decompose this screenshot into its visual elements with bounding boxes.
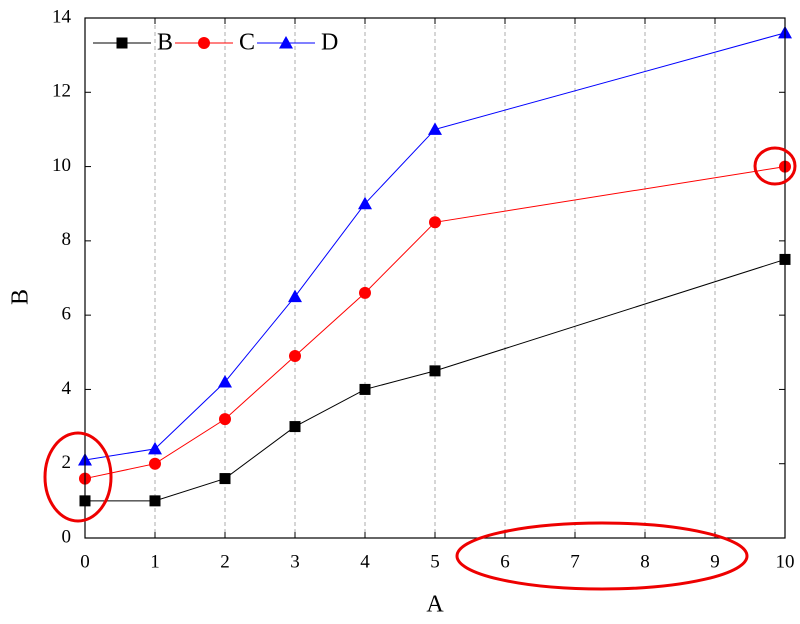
marker: [359, 383, 371, 395]
x-tick-label: 3: [290, 551, 300, 572]
marker: [359, 286, 371, 299]
x-tick-label: 0: [80, 551, 90, 572]
legend-label: B: [157, 30, 173, 56]
x-tick-label: 7: [570, 551, 580, 572]
marker: [289, 421, 301, 433]
series-line: [85, 258, 786, 502]
marker: [428, 122, 442, 135]
highlight-ellipse: [753, 146, 797, 186]
y-axis-label: B: [8, 289, 34, 305]
highlight-ellipse: [43, 431, 113, 523]
marker: [218, 375, 232, 388]
x-tick-label: 4: [360, 551, 370, 572]
y-tick-label: 2: [62, 452, 72, 473]
y-tick-label: 6: [62, 304, 72, 325]
marker: [219, 473, 231, 485]
x-tick-label: 2: [220, 551, 230, 572]
legend-label: C: [239, 30, 255, 56]
y-tick-label: 10: [52, 155, 71, 176]
x-axis-label: A: [426, 592, 444, 618]
y-tick-label: 0: [62, 526, 72, 547]
y-tick-label: 14: [52, 6, 72, 27]
x-tick-label: 6: [500, 551, 510, 572]
marker: [429, 216, 441, 229]
marker: [358, 196, 372, 210]
marker: [149, 457, 161, 470]
y-tick-label: 12: [52, 81, 71, 102]
marker: [288, 289, 302, 303]
highlight-ellipse: [455, 521, 749, 591]
marker: [289, 350, 301, 362]
x-tick-label: 9: [710, 551, 720, 572]
legend-marker: [198, 37, 210, 49]
x-tick-label: 8: [640, 551, 650, 572]
y-tick-label: 4: [62, 378, 72, 399]
plot-frame: [84, 17, 786, 539]
marker: [148, 441, 162, 455]
marker: [149, 495, 161, 507]
legend-marker: [116, 37, 128, 49]
y-tick-label: 8: [62, 229, 72, 250]
x-tick-label: 5: [430, 551, 440, 572]
x-tick-label: 10: [776, 551, 795, 572]
x-tick-label: 1: [150, 551, 160, 572]
marker: [219, 413, 231, 426]
legend-marker: [279, 36, 293, 49]
marker: [429, 365, 441, 377]
legend-label: D: [321, 30, 338, 56]
